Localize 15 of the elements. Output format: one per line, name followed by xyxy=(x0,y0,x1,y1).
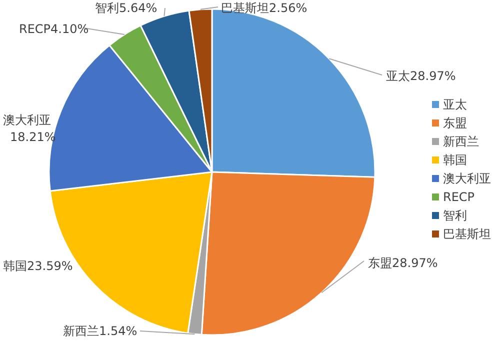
legend-label: 智利 xyxy=(443,208,467,222)
legend-label: 东盟 xyxy=(443,116,467,130)
legend-label: 澳大利亚 xyxy=(443,172,491,186)
category-label: 新西兰1.54% xyxy=(63,324,138,338)
category-label: RECP4.10% xyxy=(19,22,89,36)
legend-label: 新西兰 xyxy=(443,134,479,148)
legend-label: RECP xyxy=(443,190,475,204)
category-label: 东盟28.97% xyxy=(368,256,438,270)
legend-label: 巴基斯坦 xyxy=(443,227,491,241)
legend-label: 亚太 xyxy=(443,98,467,112)
category-label: 智利5.64% xyxy=(95,1,158,15)
category-label: 亚太28.97% xyxy=(386,69,456,83)
category-label: 韩国23.59% xyxy=(3,259,73,273)
legend-label: 韩国 xyxy=(443,153,467,167)
slice-label: 澳大利亚 xyxy=(3,113,51,127)
